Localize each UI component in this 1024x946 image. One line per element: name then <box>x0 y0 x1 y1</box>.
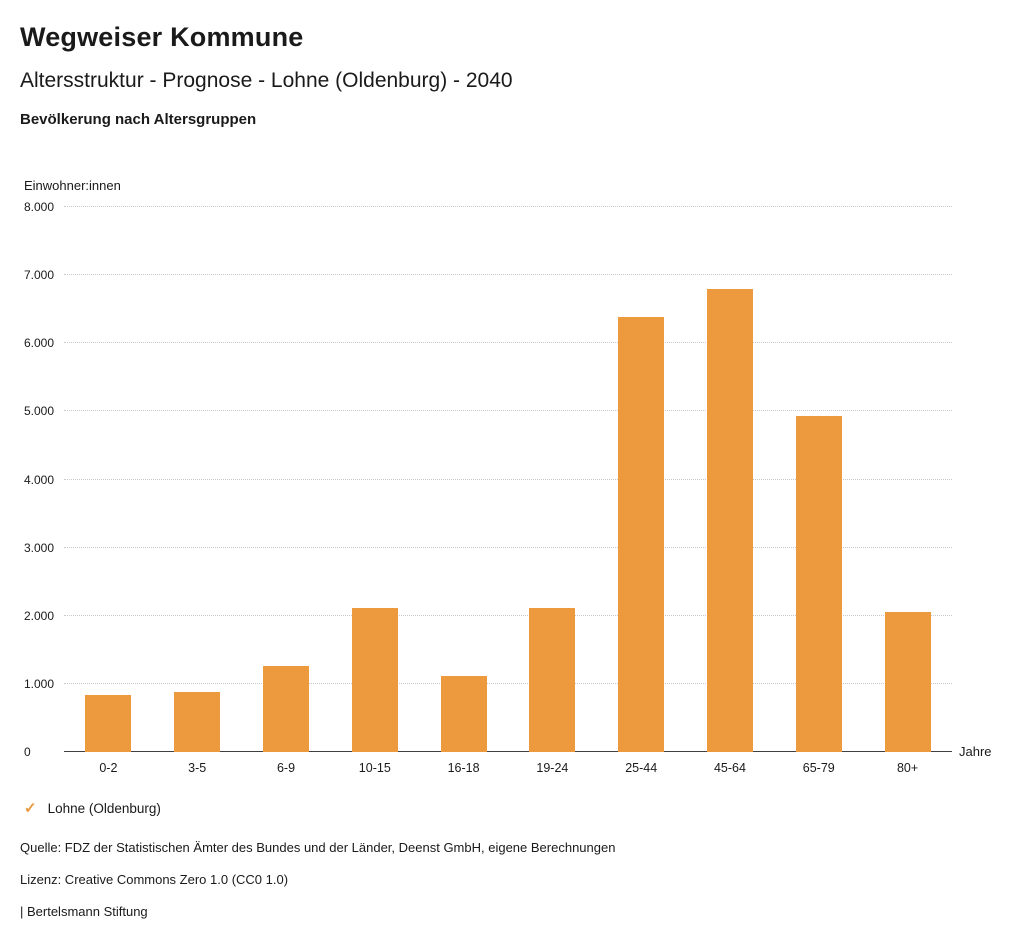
bar-0-2[interactable] <box>85 695 132 752</box>
gridline <box>64 546 952 548</box>
bar-19-24[interactable] <box>529 607 576 752</box>
x-tick-label: 10-15 <box>358 761 391 775</box>
gridline <box>64 682 952 684</box>
bar-slot <box>597 207 686 752</box>
source-line: Quelle: FDZ der Statistischen Ämter des … <box>20 840 616 855</box>
bar-chart: Einwohner:innen 0 1.000 2.000 3.000 4.000 5.0… <box>20 178 1004 775</box>
bar-65-79[interactable] <box>795 416 842 752</box>
y-tick-label: 0 <box>24 745 31 759</box>
bar-16-18[interactable] <box>440 675 487 752</box>
bar-slot <box>686 207 775 752</box>
gridline <box>64 206 952 207</box>
x-tick-label: 3-5 <box>188 761 207 775</box>
y-tick-label: 8.000 <box>24 200 55 214</box>
bar-slot <box>64 207 153 752</box>
x-axis-tick-labels: 0-2 3-5 6-9 10-15 16-18 19-24 25-44 45-64 65-79 8… <box>64 761 952 775</box>
x-tick-label: 19-24 <box>536 761 569 775</box>
gridline <box>64 410 952 412</box>
x-tick-label: 6-9 <box>276 761 296 775</box>
y-tick-label: 3.000 <box>24 540 55 555</box>
footer: Quelle: FDZ der Statistischen Ämter des … <box>20 840 1004 919</box>
x-axis-baseline <box>64 751 952 752</box>
y-axis-tick-labels: 0 1.000 2.000 3.000 4.000 5.000 6.000 7.000 8.00… <box>20 200 64 759</box>
x-tick-label: 80+ <box>896 761 919 775</box>
x-tick-label: 25-44 <box>625 761 658 775</box>
bar-slot <box>508 207 597 752</box>
gridline <box>64 614 952 616</box>
gridline <box>64 342 952 344</box>
attribution-line: | Bertelsmann Stiftung <box>20 904 148 919</box>
bar-series <box>64 207 952 752</box>
bar-25-44[interactable] <box>618 317 665 752</box>
y-tick-label: 2.000 <box>24 608 55 623</box>
plot-area <box>64 206 952 752</box>
x-axis-unit-label: Jahre <box>959 744 992 759</box>
y-tick-label: 5.000 <box>24 404 55 419</box>
bar-slot <box>330 207 419 752</box>
y-axis-unit-label: Einwohner:innen <box>24 178 121 193</box>
bar-45-64[interactable] <box>706 288 753 752</box>
bar-slot <box>153 207 242 752</box>
bar-slot <box>419 207 508 752</box>
x-tick-label: 45-64 <box>713 761 746 775</box>
x-tick-label: 16-18 <box>447 761 480 775</box>
gridline <box>64 478 952 480</box>
y-tick-label: 1.000 <box>24 676 55 691</box>
y-tick-label: 7.000 <box>24 268 55 283</box>
legend-item-label: Lohne (Oldenburg) <box>47 801 161 816</box>
chart-subtitle: Altersstruktur - Prognose - Lohne (Olden… <box>20 69 513 92</box>
bar-slot <box>774 207 863 752</box>
bar-3-5[interactable] <box>174 692 221 752</box>
check-icon[interactable]: ✓ <box>24 800 37 817</box>
gridline <box>64 274 952 276</box>
x-axis-unit: Jahre <box>952 207 1004 759</box>
license-line: Lizenz: Creative Commons Zero 1.0 (CC0 1… <box>20 872 289 887</box>
page-title: Wegweiser Kommune <box>20 22 304 52</box>
chart-section-title: Bevölkerung nach Altersgruppen <box>20 111 257 128</box>
x-tick-label: 65-79 <box>802 761 835 775</box>
x-tick-label: 0-2 <box>99 761 118 775</box>
y-tick-label: 6.000 <box>24 336 55 351</box>
bar-10-15[interactable] <box>351 607 398 752</box>
legend: ✓ Lohne (Oldenburg) <box>24 801 1004 816</box>
bar-6-9[interactable] <box>262 666 309 752</box>
bar-slot <box>242 207 331 752</box>
bar-slot <box>863 207 952 752</box>
y-tick-label: 4.000 <box>24 472 55 487</box>
bar-80+[interactable] <box>884 611 931 752</box>
